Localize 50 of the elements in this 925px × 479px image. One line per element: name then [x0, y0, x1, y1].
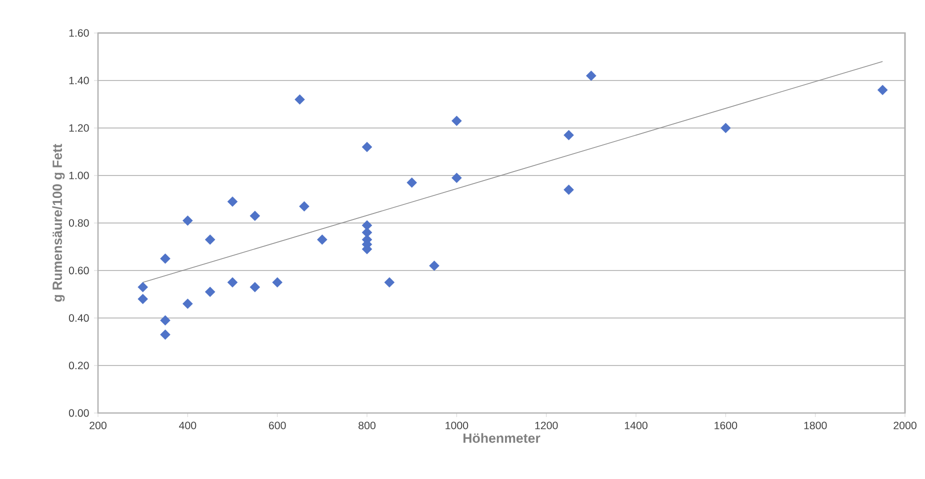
x-tick-label: 1800 [804, 422, 827, 430]
y-tick-label: 1.00 [69, 172, 89, 180]
x-tick-label: 400 [179, 422, 196, 430]
point [272, 277, 282, 288]
y-tick-label: 0.40 [68, 314, 89, 322]
point [160, 330, 170, 340]
point [406, 178, 417, 188]
point [182, 298, 193, 309]
point [160, 254, 170, 264]
point [429, 260, 440, 271]
point [250, 282, 260, 292]
x-tick-label: 800 [358, 422, 376, 430]
y-tick-label: 0.20 [68, 362, 89, 370]
point [720, 122, 731, 134]
y-tick-label: 1.20 [69, 124, 89, 132]
point [294, 94, 305, 105]
point [586, 70, 596, 81]
point [227, 196, 238, 207]
y-tick-label: 1.40 [69, 76, 89, 84]
point [564, 130, 574, 140]
point [384, 277, 394, 288]
y-axis-title: g Rumensäure/100 g Fett [52, 144, 65, 302]
y-tick-label: 0.60 [68, 266, 89, 274]
x-tick-label: 1000 [446, 422, 468, 430]
point [138, 282, 148, 292]
point [564, 184, 574, 195]
point [362, 142, 372, 152]
point [182, 216, 193, 226]
y-tick-label: 1.60 [69, 29, 89, 37]
point [362, 220, 372, 230]
x-tick-label: 200 [90, 422, 106, 430]
point [205, 286, 216, 297]
point [205, 234, 216, 245]
x-tick-label: 600 [268, 422, 286, 430]
point [317, 234, 328, 245]
x-axis-title: Höhenmeter [464, 433, 540, 443]
point [227, 277, 238, 288]
point [299, 201, 310, 212]
point [160, 315, 170, 326]
point [878, 84, 888, 96]
x-tick-label: 1400 [624, 422, 648, 430]
point [452, 116, 462, 126]
x-tick-label: 1200 [535, 422, 558, 430]
point [138, 294, 148, 304]
y-tick-label: 0.00 [68, 409, 89, 417]
point [250, 210, 260, 221]
point [452, 172, 462, 183]
x-tick-label: 1600 [714, 422, 738, 430]
y-tick-label: 0.80 [68, 219, 89, 227]
x-tick-label: 2000 [894, 422, 916, 430]
